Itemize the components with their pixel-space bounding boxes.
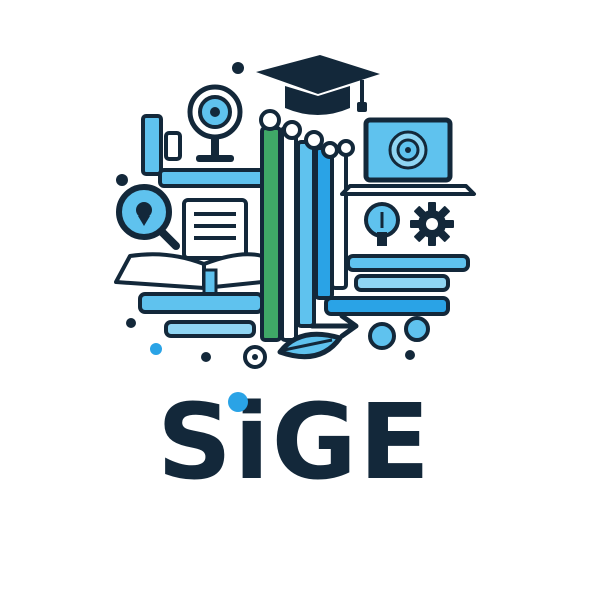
pencil-icon — [259, 109, 355, 342]
gear-icon — [410, 202, 454, 246]
brand-name: SiGE — [157, 381, 432, 503]
leaf-icon — [277, 331, 343, 360]
arrow-icon — [309, 313, 359, 339]
bar-upper-right — [346, 254, 470, 272]
lightbulb-icon — [364, 202, 400, 246]
tube-icon — [141, 114, 182, 176]
webcam-icon — [187, 84, 243, 162]
i-dot-accent — [228, 392, 248, 412]
decorative-dots — [116, 62, 430, 369]
laptop-icon — [340, 117, 476, 196]
bar-mid-right — [354, 274, 450, 292]
bar-low-left — [164, 320, 256, 338]
graduation-cap-icon — [256, 55, 380, 115]
document-icon — [182, 198, 248, 260]
bar-low-right — [324, 296, 450, 316]
magnifier-icon — [116, 184, 180, 250]
